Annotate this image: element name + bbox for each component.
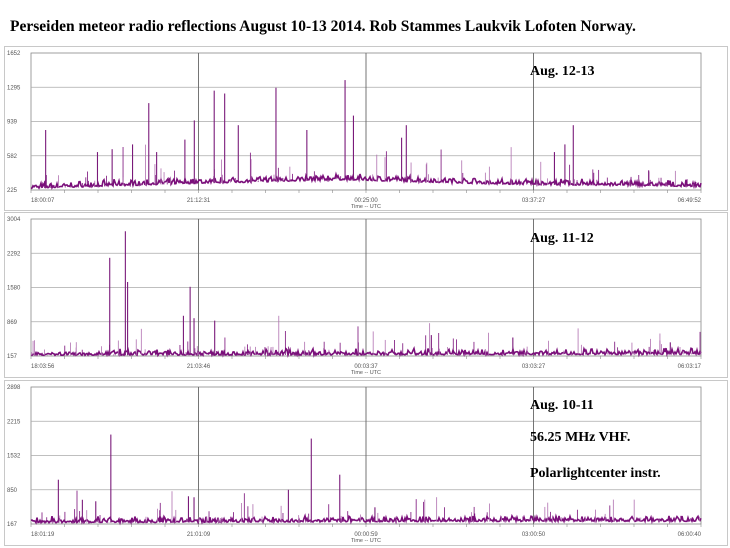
y-tick-label: 850 (7, 488, 18, 494)
x-tick-label: 03:37:27 (522, 198, 546, 204)
x-tick-label: 06:03:17 (678, 364, 702, 370)
x-tick-label: 18:00:07 (31, 198, 55, 204)
y-tick-label: 869 (7, 320, 18, 326)
x-axis-label: Time -- UTC (351, 370, 381, 376)
x-axis-label: Time -- UTC (351, 204, 381, 210)
signal-baseline (30, 171, 702, 191)
chart-panel-aug-11-12: 3004 2292 1580 869 157 18:03:56 21:03:46 00:03:… (4, 212, 728, 378)
instrument-label: Polarlightcenter instr. (530, 466, 661, 481)
x-tick-label: 21:01:09 (187, 532, 211, 538)
x-tick-label: 18:03:56 (31, 364, 55, 370)
y-tick-label: 1652 (7, 51, 21, 57)
chart-svg: 2898 2215 1532 850 167 18:01:19 21:01:09 00:00:… (7, 385, 702, 544)
y-tick-label: 1295 (7, 85, 21, 91)
x-tick-label: 06:49:52 (678, 198, 702, 204)
panel-label-aug-11-12: Aug. 11-12 (530, 231, 594, 246)
page-title: Perseiden meteor radio reflections Augus… (10, 18, 636, 35)
x-tick-label: 06:00:40 (678, 532, 702, 538)
y-tick-label: 167 (7, 522, 18, 528)
chart-panel-aug-10-11: 2898 2215 1532 850 167 18:01:19 21:01:09 00:00:… (4, 380, 728, 546)
chart-svg: 1652 1295 939 582 225 18:00:07 21:12:31 00:25:0… (7, 51, 702, 210)
y-tick-label: 939 (7, 120, 18, 126)
x-tick-label: 03:00:50 (522, 532, 546, 538)
y-tick-label: 2898 (7, 385, 21, 391)
y-tick-label: 582 (7, 154, 18, 160)
x-axis-label: Time -- UTC (351, 538, 381, 544)
chart-svg: 3004 2292 1580 869 157 18:03:56 21:03:46 00:03:… (7, 217, 702, 376)
y-tick-label: 225 (7, 188, 18, 194)
panel-label-aug-10-11: Aug. 10-11 (530, 398, 594, 413)
chart-panel-aug-12-13: 1652 1295 939 582 225 18:00:07 21:12:31 00:25:0… (4, 46, 728, 211)
y-tick-label: 1532 (7, 454, 21, 460)
x-tick-label: 18:01:19 (31, 532, 55, 538)
frequency-label: 56.25 MHz VHF. (530, 430, 631, 445)
x-tick-label: 00:25:00 (354, 198, 378, 204)
y-tick-label: 3004 (7, 217, 21, 223)
y-tick-label: 2292 (7, 251, 21, 257)
panel-label-aug-12-13: Aug. 12-13 (530, 64, 595, 79)
signal-baseline (30, 345, 702, 359)
x-tick-label: 00:00:59 (354, 532, 378, 538)
signal-baseline (30, 513, 702, 526)
x-tick-label: 03:03:27 (522, 364, 546, 370)
y-tick-label: 157 (7, 354, 18, 360)
x-tick-label: 21:12:31 (187, 198, 211, 204)
y-tick-label: 2215 (7, 419, 21, 425)
y-tick-label: 1580 (7, 286, 21, 292)
x-tick-label: 00:03:37 (354, 364, 378, 370)
x-tick-label: 21:03:46 (187, 364, 211, 370)
